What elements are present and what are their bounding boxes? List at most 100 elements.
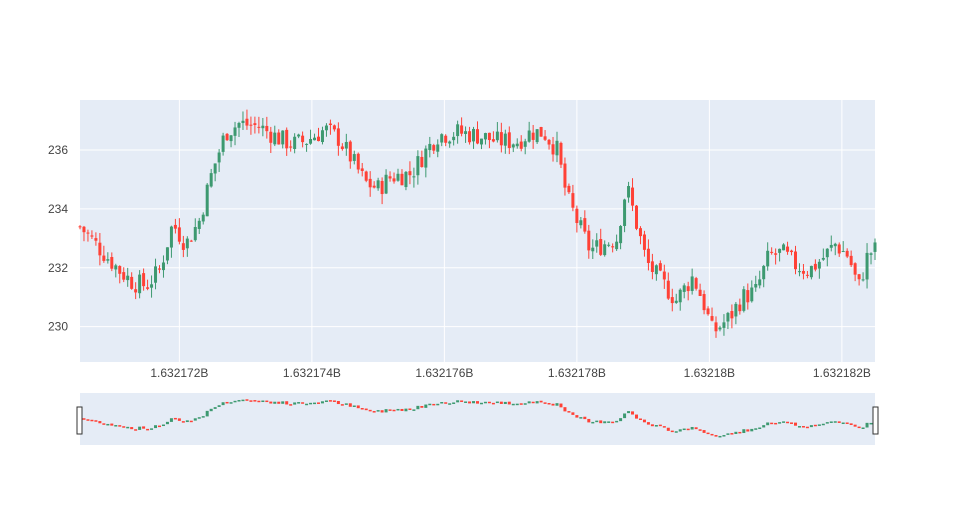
candle-decreasing bbox=[551, 136, 555, 162]
mini-candle bbox=[551, 403, 555, 406]
candle-increasing bbox=[750, 280, 754, 303]
range-slider-left-handle[interactable] bbox=[76, 406, 83, 435]
range-slider-background[interactable] bbox=[80, 393, 875, 445]
mini-candle bbox=[400, 408, 404, 411]
mini-candle bbox=[869, 422, 873, 425]
candle-increasing bbox=[169, 225, 173, 258]
mini-candle bbox=[797, 426, 801, 428]
x-gridlines bbox=[178, 100, 843, 362]
mini-candle bbox=[336, 400, 340, 405]
mini-candle bbox=[571, 412, 575, 415]
candle-decreasing bbox=[476, 121, 479, 145]
mini-candle bbox=[348, 403, 352, 407]
candle-increasing bbox=[114, 263, 118, 278]
mini-candle bbox=[531, 401, 535, 404]
mini-candle bbox=[448, 403, 452, 405]
mini-candle bbox=[380, 410, 384, 413]
candle-increasing bbox=[483, 132, 487, 145]
candle-decreasing bbox=[650, 253, 654, 280]
mini-candle bbox=[173, 417, 177, 420]
candle-increasing bbox=[678, 288, 682, 311]
candle-increasing bbox=[523, 138, 527, 155]
candle-decreasing bbox=[269, 126, 273, 154]
candle-decreasing bbox=[392, 172, 396, 184]
y-tick-label: 232 bbox=[48, 261, 68, 275]
candle-decreasing bbox=[253, 116, 257, 134]
candle-decreasing bbox=[189, 239, 193, 242]
candle-decreasing bbox=[491, 131, 495, 143]
candle-decreasing bbox=[122, 267, 126, 283]
candle-decreasing bbox=[380, 177, 384, 205]
mini-candle bbox=[678, 429, 682, 432]
candle-increasing bbox=[273, 125, 277, 147]
candle-decreasing bbox=[563, 157, 567, 196]
candle-decreasing bbox=[770, 247, 774, 255]
mini-candle bbox=[122, 426, 126, 428]
mini-candle bbox=[686, 428, 690, 431]
mini-candle bbox=[420, 405, 424, 408]
candle-increasing bbox=[217, 149, 221, 172]
candle-increasing bbox=[126, 267, 130, 287]
candle-decreasing bbox=[277, 129, 281, 145]
candle-decreasing bbox=[849, 250, 853, 268]
candle-increasing bbox=[221, 132, 225, 156]
mini-candle bbox=[642, 419, 646, 423]
range-slider-right-handle[interactable] bbox=[872, 406, 879, 435]
candle-increasing bbox=[472, 126, 476, 149]
candle-decreasing bbox=[547, 138, 551, 150]
candle-decreasing bbox=[670, 288, 674, 312]
mini-candle bbox=[615, 420, 619, 423]
mini-candle bbox=[82, 418, 86, 420]
mini-candle bbox=[126, 426, 130, 429]
candle-increasing bbox=[352, 150, 356, 165]
candle-increasing bbox=[817, 259, 821, 279]
candle-decreasing bbox=[86, 229, 90, 242]
candle-decreasing bbox=[142, 268, 146, 291]
mini-candle bbox=[273, 401, 277, 404]
mini-candle bbox=[543, 402, 547, 404]
mini-candle bbox=[193, 418, 197, 421]
candle-decreasing bbox=[364, 170, 368, 183]
candle-decreasing bbox=[519, 135, 523, 152]
mini-candle bbox=[555, 403, 559, 406]
mini-candle bbox=[519, 403, 523, 405]
candle-increasing bbox=[615, 234, 619, 251]
mini-candle bbox=[730, 433, 734, 435]
mini-candle bbox=[340, 404, 344, 406]
mini-candle bbox=[813, 424, 817, 427]
mini-candle bbox=[527, 401, 531, 404]
candle-increasing bbox=[106, 252, 110, 264]
mini-candle bbox=[384, 409, 388, 413]
candle-increasing bbox=[865, 243, 869, 289]
candle-decreasing bbox=[372, 181, 376, 189]
mini-candle bbox=[595, 420, 599, 423]
mini-candle bbox=[591, 421, 595, 424]
mini-candle bbox=[265, 400, 269, 403]
mini-candle bbox=[690, 426, 694, 430]
mini-candle bbox=[364, 408, 368, 411]
candle-increasing bbox=[722, 314, 726, 336]
mini-candle bbox=[853, 424, 857, 427]
mini-candle bbox=[623, 413, 627, 419]
candle-increasing bbox=[829, 235, 833, 252]
candle-decreasing bbox=[539, 126, 543, 137]
candle-increasing bbox=[293, 133, 297, 154]
candle-decreasing bbox=[786, 241, 790, 255]
candle-decreasing bbox=[356, 152, 360, 174]
mini-candle bbox=[746, 429, 750, 432]
mini-candle bbox=[619, 418, 623, 422]
candle-decreasing bbox=[94, 232, 98, 246]
candle-increasing bbox=[623, 198, 627, 233]
candle-increasing bbox=[396, 168, 400, 182]
mini-candle bbox=[535, 401, 539, 404]
mini-candle bbox=[213, 407, 217, 409]
mini-candle bbox=[161, 424, 165, 427]
candle-increasing bbox=[627, 181, 631, 203]
mini-candle bbox=[344, 403, 348, 405]
y-tick-label: 236 bbox=[48, 143, 68, 157]
mini-candle bbox=[281, 401, 285, 404]
candle-decreasing bbox=[790, 249, 794, 256]
mini-candle bbox=[865, 422, 869, 428]
mini-candle bbox=[774, 422, 778, 425]
mini-candle bbox=[762, 425, 766, 428]
